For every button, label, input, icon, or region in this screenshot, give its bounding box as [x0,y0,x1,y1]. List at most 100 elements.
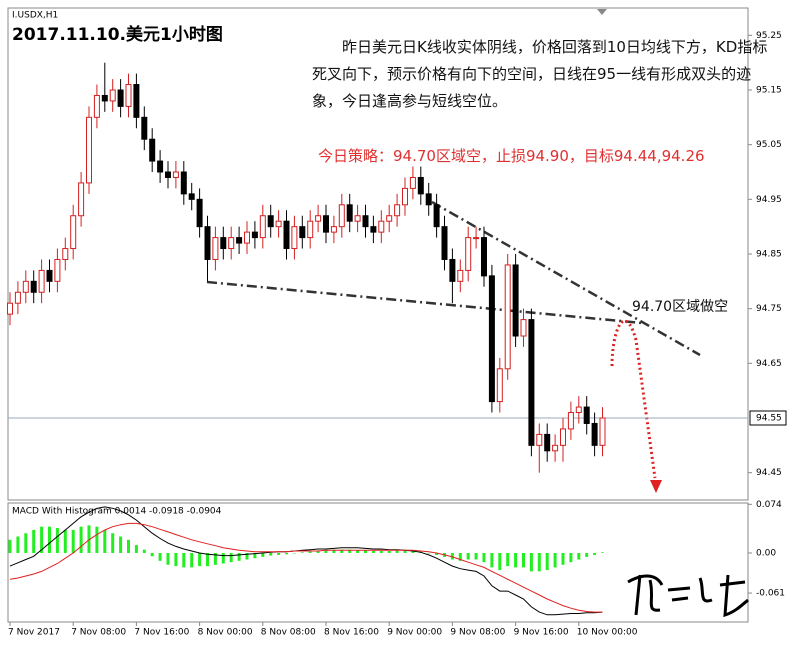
candle-body [315,215,322,222]
histogram-bar [150,552,154,557]
histogram-bar [466,552,470,560]
histogram-bar [474,552,478,560]
candle-body [496,368,503,403]
chart-title: 2017.11.10.美元1小时图 [12,24,223,45]
histogram-bar [514,552,518,568]
histogram-bar [237,552,241,561]
candle-body [267,215,274,228]
histogram-bar [32,529,36,553]
candle-body [528,319,535,446]
candle-body [62,248,69,260]
histogram-bar [498,552,502,571]
strategy-text: 今日策略：94.70区域空，止损94.90，目标94.44,94.26 [318,147,705,165]
histogram-bar [585,552,589,557]
candle-body [307,220,314,239]
candle-body [544,433,551,452]
histogram-bar [411,550,415,553]
histogram-bar [221,552,225,564]
histogram-bar [16,536,20,553]
candle-body [417,176,424,195]
candle-body [465,237,472,271]
x-tick-label: 8 Nov 16:00 [324,628,379,638]
histogram-bar [166,552,170,565]
candle-body [567,412,574,430]
candle-body [141,116,148,140]
candle-body [354,215,361,222]
histogram-bar [229,552,233,563]
candle-body [552,444,559,452]
candle-body [512,264,519,337]
candle-body [7,302,13,315]
zone-label: 94.70区域做空 [632,299,729,315]
candle-body [346,204,353,222]
histogram-bar [158,552,162,561]
candle-body [425,193,432,206]
histogram-bar [55,527,59,553]
histogram-bar [403,550,407,553]
histogram-bar [79,526,83,553]
candle-body [109,89,116,102]
candle-body [370,226,377,233]
candle-body [441,226,448,260]
candle-body [378,220,385,233]
histogram-bar [458,552,462,561]
candle-body [457,269,464,282]
histogram-bar [577,552,581,560]
y-tick-label: 95.05 [756,140,782,150]
histogram-bar [545,552,549,571]
candle-body [259,215,266,239]
histogram-bar [364,550,367,553]
y-tick-label: 0.00 [756,548,776,558]
histogram-bar [40,526,44,553]
candle-body [101,94,108,102]
candle-body [599,417,606,446]
arrow-head [650,480,662,493]
histogram-bar [553,552,557,568]
histogram-bar [8,539,12,553]
candle-body [117,89,124,107]
candle-body [575,406,582,414]
histogram-bar [87,525,91,553]
forecast-arrow [610,319,657,479]
candle-body [275,220,282,228]
histogram-bar [103,529,107,553]
histogram-bar [356,550,360,553]
y-tick-label: 95.15 [756,86,782,96]
last-price-label: 94.55 [756,414,782,424]
y-tick-label: 0.074 [756,500,782,510]
analysis-text: 昨日美元日K线收实体阴线，价格回落到10日均线下方，KD指标死叉向下，预示价格有… [312,38,768,110]
histogram-bar [292,552,296,554]
candle-body [228,237,235,250]
histogram-bar [340,549,344,553]
histogram-bar [174,552,178,567]
candle-body [22,280,29,293]
candle-body [251,231,258,239]
candle-body [330,226,337,233]
candle-body [125,84,132,107]
candle-body [394,204,401,217]
histogram-bar [490,552,494,568]
candle-body [46,269,53,282]
histogram-bar [395,550,399,553]
histogram-bar [198,552,202,567]
histogram-bar [387,550,391,553]
candle-body [291,226,298,250]
x-tick-label: 10 Nov 00:00 [577,628,638,638]
support-trendline [206,280,643,325]
y-tick-label: 94.85 [756,250,782,260]
histogram-bar [308,551,312,553]
symbol: I.USDX,H1 [12,11,58,21]
x-tick-label: 8 Nov 08:00 [261,628,316,638]
candle-body [488,275,495,403]
candle-body [188,193,195,200]
histogram-bar [506,552,510,567]
histogram-bar [348,549,352,553]
candle-body [180,171,187,195]
histogram-bar [24,533,28,553]
candle-body [591,422,598,446]
candle-body [133,84,140,118]
x-tick-label: 9 Nov 08:00 [450,628,505,638]
histogram-bar [206,552,209,567]
histogram-bar [522,552,525,568]
